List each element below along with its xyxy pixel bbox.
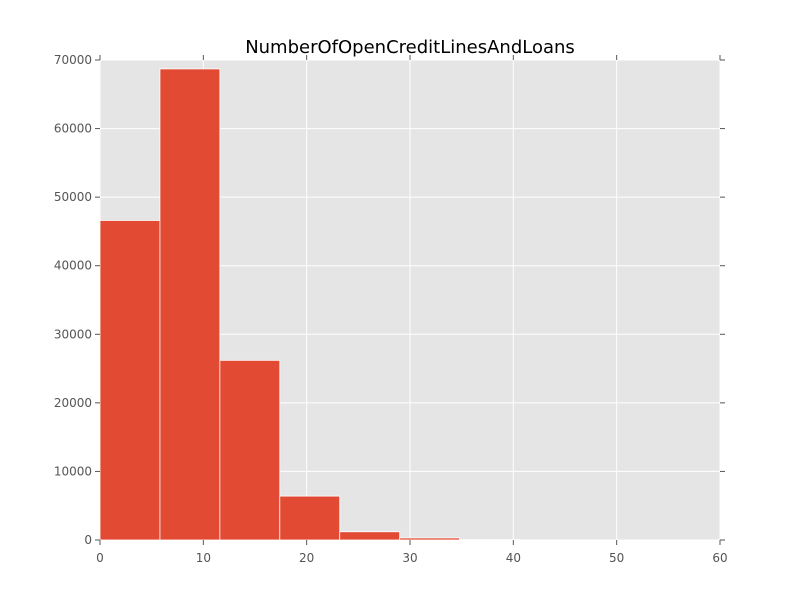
y-tick-labels: 0 10000 20000 30000 40000 50000 60000 70000 bbox=[54, 53, 92, 547]
y-tick-label: 30000 bbox=[54, 327, 92, 341]
x-tick-label: 20 bbox=[299, 551, 314, 565]
x-tick-label: 10 bbox=[196, 551, 211, 565]
x-tick-label: 0 bbox=[96, 551, 104, 565]
histogram-bar bbox=[399, 537, 460, 541]
axis-ticks bbox=[95, 55, 725, 545]
histogram-bar bbox=[339, 531, 401, 541]
x-tick-label: 30 bbox=[402, 551, 417, 565]
histogram-bar bbox=[159, 68, 221, 541]
y-tick-label: 70000 bbox=[54, 53, 92, 67]
histogram-bar bbox=[99, 220, 161, 541]
y-tick-label: 50000 bbox=[54, 190, 92, 204]
y-tick-label: 10000 bbox=[54, 464, 92, 478]
y-tick-label: 0 bbox=[84, 533, 92, 547]
histogram-bar bbox=[279, 495, 341, 541]
y-tick-label: 60000 bbox=[54, 122, 92, 136]
x-tick-label: 60 bbox=[712, 551, 727, 565]
x-tick-label: 40 bbox=[506, 551, 521, 565]
x-tick-labels: 0 10 20 30 40 50 60 bbox=[96, 551, 727, 565]
histogram-bar bbox=[219, 359, 281, 541]
x-tick-label: 50 bbox=[609, 551, 624, 565]
y-tick-label: 40000 bbox=[54, 259, 92, 273]
chart-title: NumberOfOpenCreditLinesAndLoans bbox=[245, 37, 575, 58]
bars bbox=[99, 68, 700, 541]
y-tick-label: 20000 bbox=[54, 396, 92, 410]
